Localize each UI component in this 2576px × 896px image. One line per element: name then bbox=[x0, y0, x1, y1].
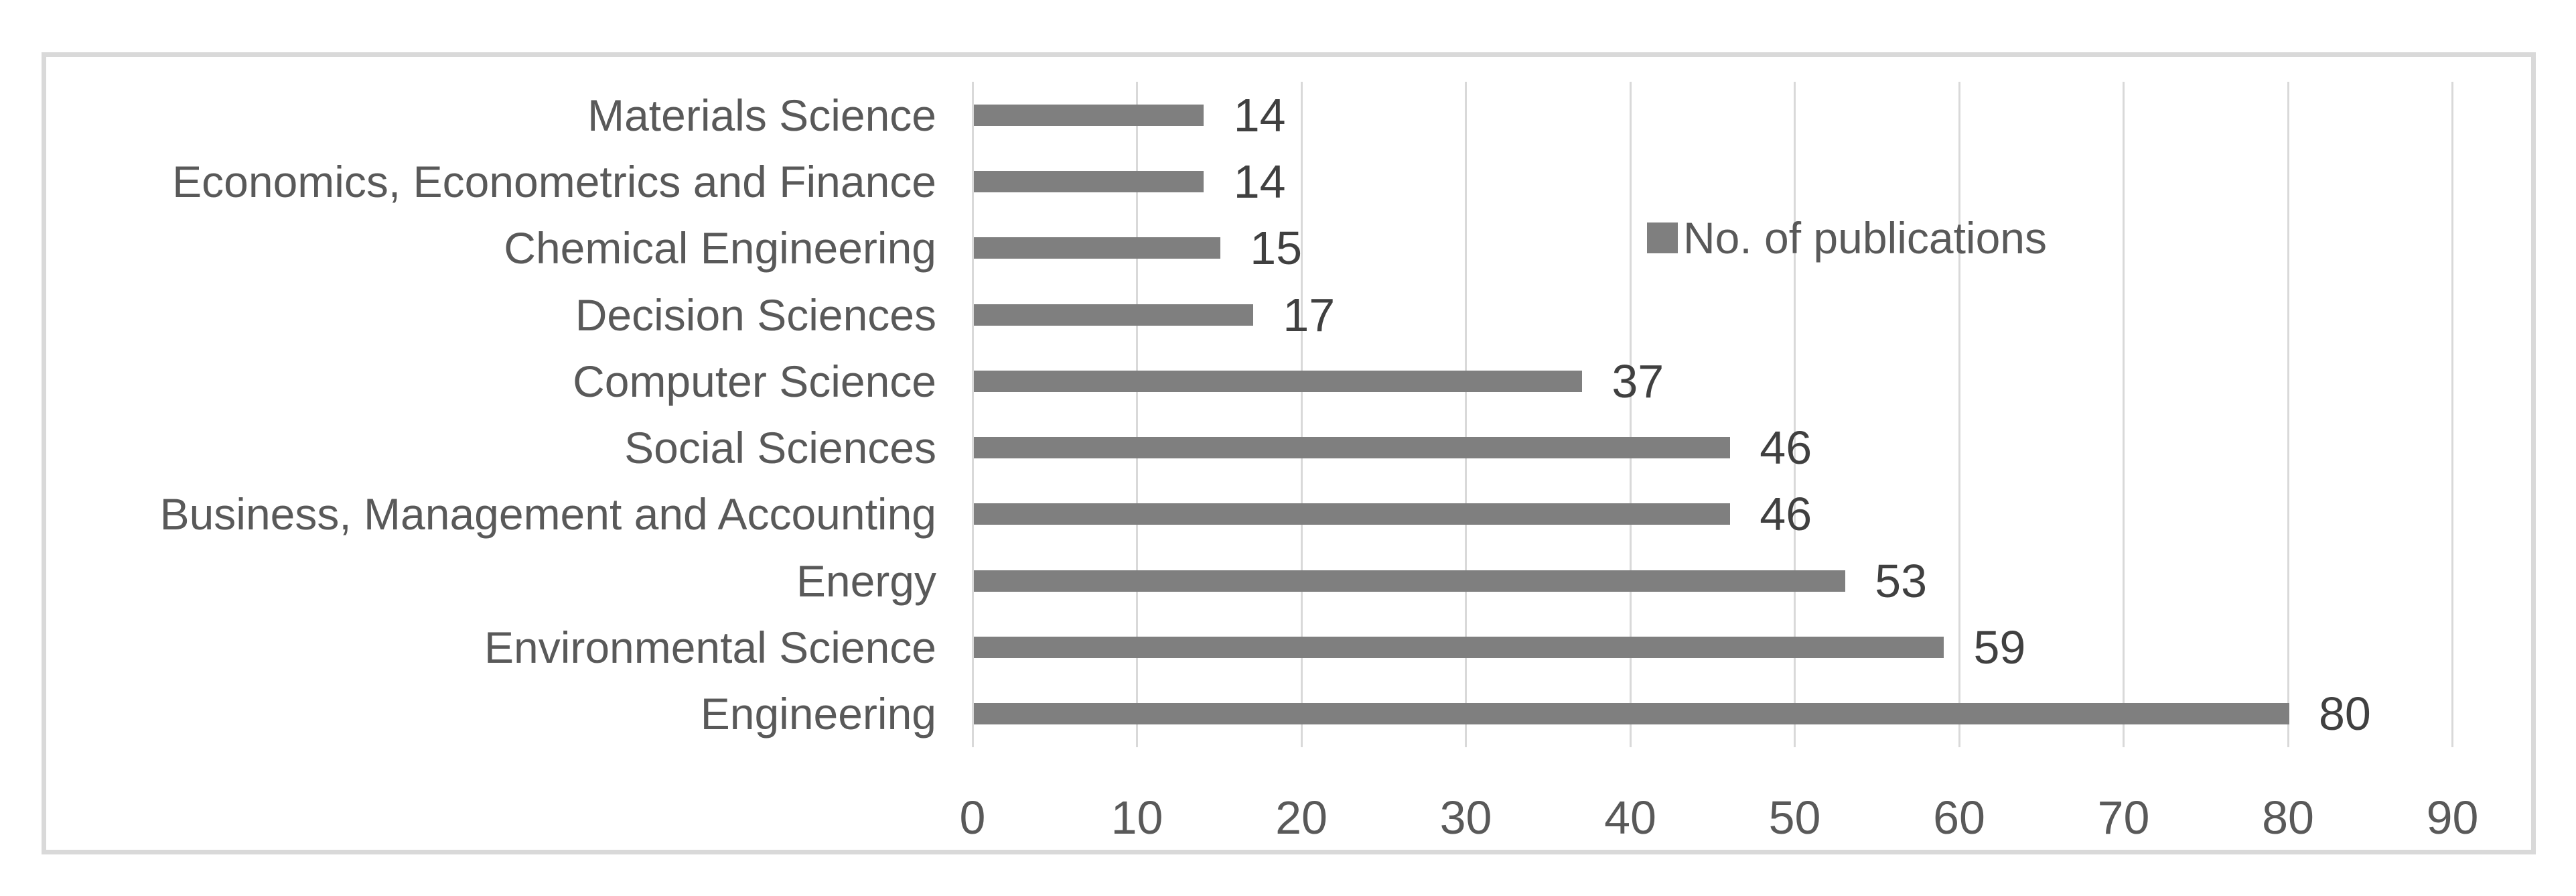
x-axis-tick-label: 0 bbox=[959, 791, 986, 844]
value-label: 46 bbox=[1760, 422, 1812, 474]
category-label: Computer Science bbox=[573, 356, 936, 406]
value-label: 15 bbox=[1250, 222, 1303, 275]
x-axis-tick-label: 70 bbox=[2097, 791, 2150, 844]
gridline bbox=[971, 82, 974, 747]
category-label: Decision Sciences bbox=[575, 290, 936, 340]
x-axis-tick-label: 10 bbox=[1111, 791, 1163, 844]
value-label: 46 bbox=[1760, 488, 1812, 541]
chart-frame: Materials Science Economics, Econometrics… bbox=[42, 52, 2536, 854]
bar bbox=[973, 437, 1730, 459]
legend-marker-icon bbox=[1647, 222, 1678, 253]
value-label: 59 bbox=[1973, 621, 2026, 674]
bar bbox=[973, 570, 1845, 592]
bar bbox=[973, 304, 1253, 326]
gridline bbox=[1629, 82, 1632, 747]
x-axis-tick-label: 60 bbox=[1933, 791, 1985, 844]
category-label: Materials Science bbox=[587, 90, 936, 140]
bar bbox=[973, 503, 1730, 525]
bar bbox=[973, 237, 1220, 259]
value-label: 53 bbox=[1875, 554, 1928, 607]
category-label: Business, Management and Accounting bbox=[159, 489, 936, 539]
category-label: Energy bbox=[796, 556, 936, 606]
bar bbox=[973, 104, 1204, 126]
value-label: 14 bbox=[1233, 88, 1286, 141]
gridline bbox=[1300, 82, 1303, 747]
value-label: 14 bbox=[1233, 155, 1286, 208]
gridline bbox=[1136, 82, 1138, 747]
category-label: Engineering bbox=[700, 689, 936, 739]
value-label: 17 bbox=[1283, 288, 1336, 341]
category-label: Chemical Engineering bbox=[504, 223, 936, 273]
category-label: Environmental Science bbox=[484, 623, 936, 673]
x-axis-tick-label: 80 bbox=[2262, 791, 2314, 844]
legend-label: No. of publications bbox=[1683, 213, 2047, 263]
x-axis-tick-label: 50 bbox=[1768, 791, 1821, 844]
bar bbox=[973, 637, 1944, 659]
legend: No. of publications bbox=[1647, 213, 2047, 263]
gridline bbox=[1794, 82, 1796, 747]
gridline bbox=[1465, 82, 1467, 747]
bar bbox=[973, 170, 1204, 192]
gridline bbox=[2451, 82, 2453, 747]
category-label: Social Sciences bbox=[624, 423, 936, 473]
bar bbox=[973, 370, 1582, 392]
x-axis-tick-label: 90 bbox=[2426, 791, 2479, 844]
value-label: 37 bbox=[1612, 355, 1664, 407]
x-axis-tick-label: 40 bbox=[1604, 791, 1656, 844]
gridline bbox=[1958, 82, 1960, 747]
x-axis-tick-label: 20 bbox=[1275, 791, 1328, 844]
value-label: 80 bbox=[2319, 688, 2371, 741]
gridline bbox=[2287, 82, 2289, 747]
x-axis-tick-label: 30 bbox=[1439, 791, 1492, 844]
category-label: Economics, Econometrics and Finance bbox=[172, 156, 936, 206]
gridline bbox=[2123, 82, 2125, 747]
bar bbox=[973, 703, 2289, 725]
